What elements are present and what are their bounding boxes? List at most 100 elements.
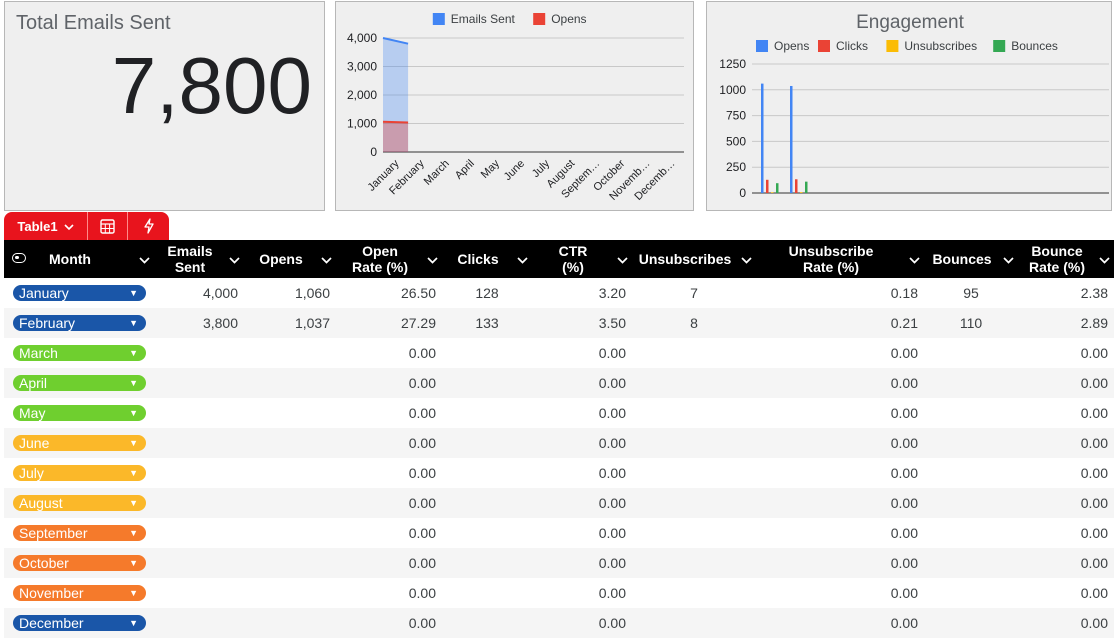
month-dropdown-chip[interactable]: April ▼ — [13, 375, 146, 391]
header-clicks[interactable]: Clicks — [442, 240, 532, 278]
orate-cell: 0.00 — [408, 555, 436, 571]
x-tick-label: May — [479, 157, 503, 181]
header-month-label: Month — [49, 251, 91, 267]
opens-cell — [244, 548, 336, 578]
legend-label: Bounces — [1011, 39, 1058, 53]
month-cell: December ▼ — [4, 608, 154, 638]
ctr-cell: 0.00 — [598, 615, 626, 631]
bar-unsubscribes — [800, 192, 803, 193]
month-dropdown-chip[interactable]: October ▼ — [13, 555, 146, 571]
ctr-cell: 0.00 — [598, 495, 626, 511]
engagement-chart-svg: Engagement Opens Clicks Unsubscribes Bounces… — [719, 12, 1109, 200]
bar-clicks — [795, 179, 798, 193]
bounces-cell — [924, 368, 1018, 398]
unsub-cell — [632, 398, 756, 428]
header-month[interactable]: Month — [4, 240, 154, 278]
clicks-cell — [442, 398, 532, 428]
month-dropdown-chip[interactable]: September ▼ — [13, 525, 146, 541]
unsub-cell — [632, 548, 756, 578]
bounces-cell — [924, 608, 1018, 638]
month-cell: May ▼ — [4, 398, 154, 428]
chevron-down-icon[interactable] — [909, 252, 920, 268]
lightning-icon[interactable] — [128, 212, 169, 240]
area-opens — [383, 121, 409, 152]
dropdown-arrow-icon: ▼ — [129, 588, 138, 598]
header-open-rate[interactable]: Open Rate (%) — [336, 240, 442, 278]
bar-bounces — [805, 181, 808, 193]
month-dropdown-chip[interactable]: August ▼ — [13, 495, 146, 511]
chevron-down-icon[interactable] — [427, 252, 438, 268]
chevron-down-icon[interactable] — [1099, 252, 1110, 268]
line-emails-sent — [382, 37, 409, 45]
dropdown-arrow-icon: ▼ — [129, 348, 138, 358]
legend-label: Unsubscribes — [904, 39, 977, 53]
urate-cell: 0.00 — [890, 465, 918, 481]
emails-opens-area-chart[interactable]: Emails Sent Opens 0 1,000 2,000 3,000 4,000 Jan… — [335, 1, 694, 211]
urate-cell: 0.18 — [890, 285, 918, 301]
bar-opens — [761, 83, 764, 193]
header-ctr[interactable]: CTR (%) — [532, 240, 632, 278]
chevron-down-icon[interactable] — [617, 252, 628, 268]
chevron-down-icon[interactable] — [741, 252, 752, 268]
bounces-cell — [924, 458, 1018, 488]
month-cell: June ▼ — [4, 428, 154, 458]
chevron-down-icon[interactable] — [229, 252, 240, 268]
clicks-cell — [442, 338, 532, 368]
calculator-icon[interactable] — [88, 212, 128, 240]
header-sent-line1: Emails — [167, 243, 213, 259]
chevron-down-icon[interactable] — [1003, 252, 1014, 268]
y-tick-label: 3,000 — [347, 60, 377, 74]
month-dropdown-chip[interactable]: June ▼ — [13, 435, 146, 451]
legend-swatch — [993, 40, 1006, 52]
x-tick-label: June — [502, 158, 527, 183]
table-row: August ▼ 0.00 0.00 0.00 0.00 — [4, 488, 1114, 518]
header-unsubscribe-rate[interactable]: Unsubscribe Rate (%) — [756, 240, 924, 278]
brate-cell: 0.00 — [1080, 585, 1108, 601]
header-ctr-line1: CTR — [558, 243, 588, 259]
legend-label: Opens — [551, 12, 586, 26]
dropdown-arrow-icon: ▼ — [129, 618, 138, 628]
brate-cell: 0.00 — [1080, 465, 1108, 481]
opens-cell — [244, 458, 336, 488]
total-emails-scorecard[interactable]: Total Emails Sent 7,800 — [4, 1, 325, 211]
chevron-down-icon[interactable] — [321, 252, 332, 268]
clicks-cell — [442, 488, 532, 518]
month-dropdown-chip[interactable]: January ▼ — [13, 285, 146, 301]
email-metrics-table: Month Emails Sent Opens Open Rate (%) Clic… — [4, 240, 1114, 638]
month-dropdown-chip[interactable]: July ▼ — [13, 465, 146, 481]
bar-clicks — [766, 179, 769, 193]
unsub-cell: 7 — [690, 285, 698, 301]
dropdown-arrow-icon: ▼ — [129, 378, 138, 388]
header-bounce-rate[interactable]: Bounce Rate (%) — [1018, 240, 1114, 278]
header-clicks-label: Clicks — [457, 251, 499, 267]
table-tab-bar: Table1 — [4, 212, 169, 240]
legend-swatch — [432, 13, 445, 25]
table-row: October ▼ 0.00 0.00 0.00 0.00 — [4, 548, 1114, 578]
month-cell: August ▼ — [4, 488, 154, 518]
orate-cell: 0.00 — [408, 345, 436, 361]
toggle-icon[interactable] — [12, 253, 26, 263]
opens-cell — [244, 368, 336, 398]
bounces-cell — [924, 548, 1018, 578]
month-dropdown-chip[interactable]: November ▼ — [13, 585, 146, 601]
chevron-down-icon[interactable] — [139, 252, 150, 268]
month-chip-label: February — [19, 315, 76, 331]
month-dropdown-chip[interactable]: December ▼ — [13, 615, 146, 631]
month-chip-label: October — [19, 555, 69, 571]
month-dropdown-chip[interactable]: May ▼ — [13, 405, 146, 421]
chevron-down-icon[interactable] — [517, 252, 528, 268]
header-emails-sent[interactable]: Emails Sent — [154, 240, 244, 278]
clicks-cell — [442, 368, 532, 398]
table1-tab[interactable]: Table1 — [4, 212, 88, 240]
sent-cell — [154, 368, 244, 398]
dropdown-arrow-icon: ▼ — [129, 528, 138, 538]
month-dropdown-chip[interactable]: March ▼ — [13, 345, 146, 361]
orate-cell: 26.50 — [400, 285, 436, 301]
bounces-cell — [924, 578, 1018, 608]
header-bounces[interactable]: Bounces — [924, 240, 1018, 278]
engagement-bar-chart[interactable]: Engagement Opens Clicks Unsubscribes Bounces… — [706, 1, 1112, 211]
header-unsubscribes[interactable]: Unsubscribes — [632, 240, 756, 278]
unsub-cell — [632, 458, 756, 488]
month-dropdown-chip[interactable]: February ▼ — [13, 315, 146, 331]
header-opens[interactable]: Opens — [244, 240, 336, 278]
